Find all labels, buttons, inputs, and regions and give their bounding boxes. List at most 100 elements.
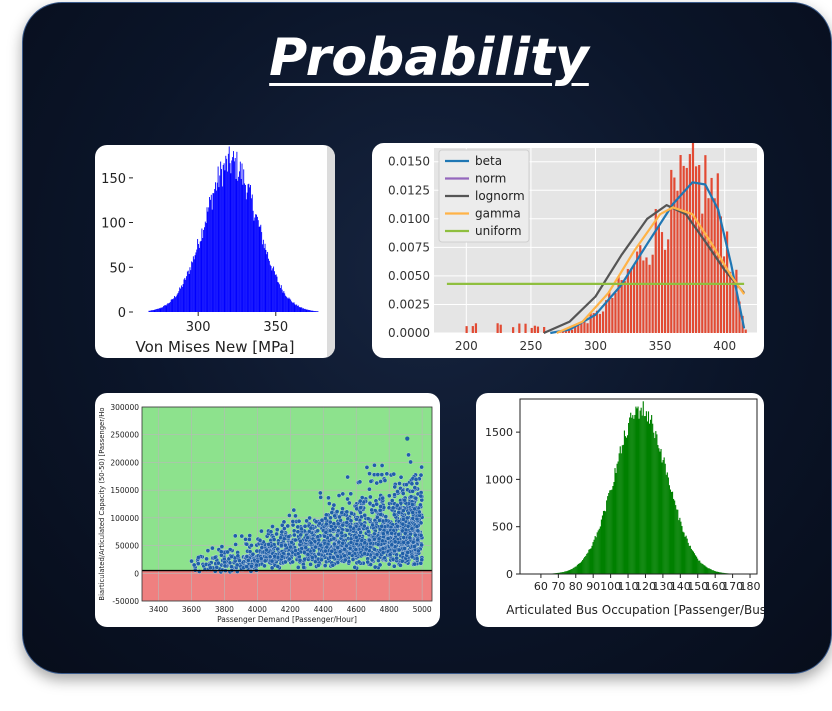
data-point [407,535,413,541]
histogram-bar [583,322,586,333]
data-point [395,523,400,529]
data-point [308,540,314,546]
data-point [415,528,421,534]
data-point [189,558,194,564]
data-point [244,554,250,559]
histogram-bar [190,270,192,312]
histogram-bar [260,224,262,312]
data-point [362,513,367,518]
data-point [332,513,337,519]
data-point [354,535,359,540]
data-point [408,459,413,465]
histogram-bar [687,542,689,574]
data-point [345,474,350,480]
histogram-bar [178,291,180,312]
data-point [391,471,397,477]
data-point [410,516,416,521]
histogram-bar [262,244,263,312]
data-point [229,554,234,559]
data-point [327,501,332,506]
histogram-bar [678,520,680,574]
histogram-bar [279,287,281,312]
data-point [318,495,323,500]
data-point [379,463,385,468]
histogram-bar [642,401,644,574]
data-point [389,530,394,536]
histogram-bar [626,268,629,333]
histogram-bar [646,421,649,574]
histogram-bar [698,560,700,574]
chart-card-distribution-fits: 0.0000 0.0025 0.0050 0.0075 0.0100 0.0125 0.01… [372,143,764,358]
histogram-bar [692,551,695,574]
data-point [315,534,321,539]
data-point [418,502,423,508]
data-point [402,531,408,536]
histogram-bar [174,296,176,312]
data-point [416,548,421,554]
histogram-bar [315,311,317,312]
histogram-bar [167,303,169,312]
histogram-bar [682,531,684,574]
histogram-bar [617,461,619,574]
data-point [367,537,372,543]
data-point [304,518,309,524]
data-point [282,526,287,531]
histogram-bar [719,216,722,333]
x-tick-label: 250 [519,339,542,353]
histogram-bar [186,276,187,312]
data-point [412,532,418,538]
x-tick-label: 4600 [347,605,366,614]
histogram-bar [530,327,533,333]
data-point [330,527,336,532]
histogram-bar [203,229,205,312]
fit-line-gamma [556,206,745,335]
data-point [357,479,363,485]
data-point [412,544,417,549]
histogram-bar [679,517,681,574]
histogram-bar [263,248,265,312]
histogram-bar [211,209,213,312]
y-tick-label: 50000 [115,542,139,551]
data-point [254,562,259,568]
histogram-bar [592,542,594,574]
histogram-bar [180,288,182,312]
data-point [375,542,381,547]
histogram-bar [299,307,301,312]
data-point [323,548,328,554]
histogram-bar [261,232,263,312]
x-tick-label: 4200 [281,605,300,614]
histogram-bar [165,305,167,312]
data-point [191,562,197,568]
data-point [364,465,370,470]
data-point [347,551,352,556]
x-tick-label: 60 [534,580,548,593]
histogram-bar [590,548,592,574]
histogram-bar [254,217,256,312]
data-point [345,496,350,502]
data-point [330,506,336,512]
data-point [322,563,328,568]
histogram-bar [629,269,633,333]
y-tick-label: 500 [492,521,513,534]
histogram-bar [658,448,660,574]
histogram-bar [722,256,726,333]
histogram-bar [303,308,304,312]
histogram-bar [264,243,266,312]
data-point [289,540,294,545]
histogram-bar [256,214,257,312]
data-point [274,527,280,532]
data-point [380,495,385,501]
data-point [365,559,370,565]
data-point [297,558,303,563]
x-tick-label: 4400 [314,605,333,614]
histogram-bar [230,173,232,312]
histogram-bar [657,445,659,574]
data-point [233,533,238,539]
data-point [328,515,333,521]
histogram-bar [701,563,703,574]
histogram-bar [166,304,168,312]
histogram-bar [634,414,636,574]
data-point [379,472,385,477]
data-point [195,561,201,566]
data-point [324,544,330,550]
